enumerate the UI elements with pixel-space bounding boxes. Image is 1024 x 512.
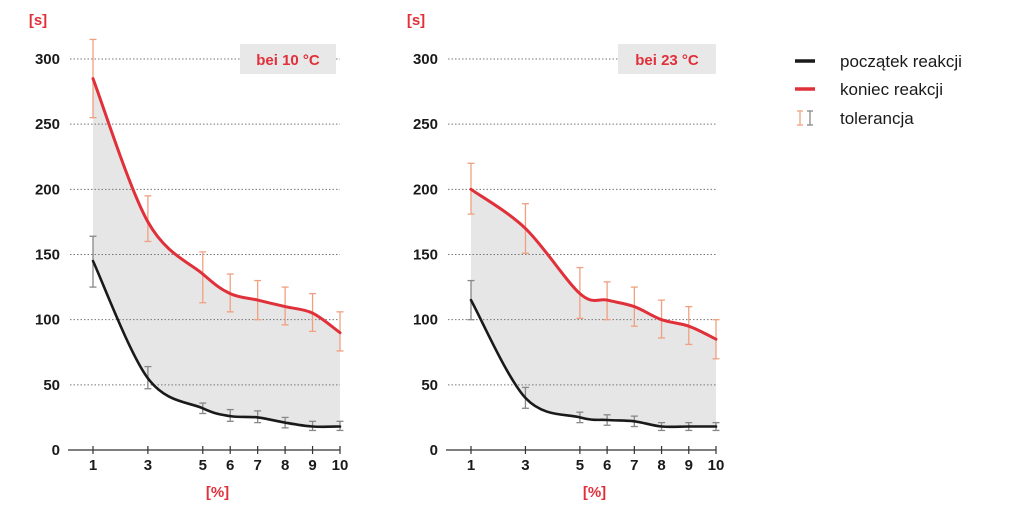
legend-label-1: koniec reakcji bbox=[840, 80, 943, 99]
chart-bei-10c: 0 50 100 150 200 250 300 1 3 5 6 7 8 9 10 [s] [%] bei 10 … bbox=[29, 12, 349, 501]
x-tick-label: 10 bbox=[332, 457, 349, 474]
x-axis-unit: [%] bbox=[583, 484, 606, 501]
y-axis-unit: [s] bbox=[29, 12, 47, 29]
series-line-koniec bbox=[91, 77, 342, 335]
y-tick-label: 0 bbox=[52, 442, 60, 459]
x-tick-label: 5 bbox=[199, 457, 207, 474]
x-tick-label: 7 bbox=[630, 457, 638, 474]
y-axis-unit: [s] bbox=[407, 12, 425, 29]
x-tick-label: 5 bbox=[576, 457, 584, 474]
temperature-badge-bg bbox=[240, 44, 336, 74]
y-tick-label: 250 bbox=[413, 116, 438, 133]
temperature-badge-bg bbox=[618, 44, 716, 74]
x-tick-label: 1 bbox=[467, 457, 475, 474]
series-line-poczatek bbox=[469, 298, 718, 429]
chart-bei-23c: 0 50 100 150 200 250 300 1 3 5 6 7 8 9 10 [s] [%] bei 23 … bbox=[407, 12, 725, 501]
legend-label-0: początek reakcji bbox=[840, 52, 962, 71]
x-tick-label: 7 bbox=[253, 457, 261, 474]
y-tick-label: 300 bbox=[413, 51, 438, 68]
y-tick-label: 0 bbox=[430, 442, 438, 459]
tolerance-band bbox=[93, 78, 340, 427]
x-tick-label: 6 bbox=[603, 457, 611, 474]
series-line-poczatek bbox=[91, 259, 342, 429]
y-tick-label: 50 bbox=[43, 377, 60, 394]
x-tick-label: 8 bbox=[281, 457, 289, 474]
x-tick-label: 10 bbox=[708, 457, 725, 474]
y-tick-label: 150 bbox=[413, 247, 438, 264]
y-tick-label: 100 bbox=[413, 312, 438, 329]
y-tick-label: 150 bbox=[35, 247, 60, 264]
y-tick-label: 300 bbox=[35, 51, 60, 68]
legend: początek reakcji koniec reakcji tolerancja bbox=[795, 52, 962, 128]
tolerance-band bbox=[471, 189, 716, 427]
x-tick-label: 8 bbox=[657, 457, 665, 474]
legend-label-2: tolerancja bbox=[840, 109, 914, 128]
x-axis-unit: [%] bbox=[206, 484, 229, 501]
x-tick-label: 6 bbox=[226, 457, 234, 474]
y-tick-label: 100 bbox=[35, 312, 60, 329]
temperature-badge: bei 23 °C bbox=[635, 52, 699, 69]
x-tick-label: 3 bbox=[521, 457, 529, 474]
y-tick-label: 50 bbox=[421, 377, 438, 394]
y-tick-label: 200 bbox=[413, 181, 438, 198]
x-tick-label: 9 bbox=[685, 457, 693, 474]
x-tick-label: 3 bbox=[144, 457, 152, 474]
temperature-badge: bei 10 °C bbox=[256, 52, 320, 69]
y-tick-label: 250 bbox=[35, 116, 60, 133]
x-tick-label: 1 bbox=[89, 457, 97, 474]
y-tick-label: 200 bbox=[35, 181, 60, 198]
x-tick-label: 9 bbox=[308, 457, 316, 474]
series-line-koniec bbox=[469, 187, 718, 341]
